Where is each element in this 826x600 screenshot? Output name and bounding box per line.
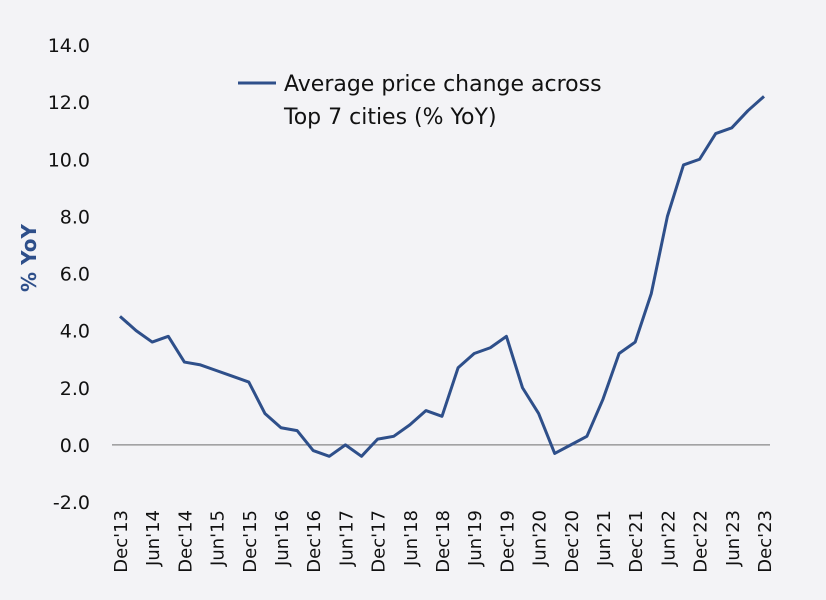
y-tick-label: 12.0: [48, 92, 90, 114]
y-tick-label: 8.0: [60, 206, 90, 228]
y-tick-label: 14.0: [48, 35, 90, 57]
x-tick-label: Dec'23: [755, 510, 776, 573]
x-tick-label: Dec'18: [433, 510, 454, 573]
x-tick-label: Dec'13: [111, 510, 132, 573]
x-tick-label: Jun'14: [143, 510, 164, 567]
y-tick-label: 6.0: [60, 264, 90, 286]
x-tick-label: Dec'15: [240, 510, 261, 573]
y-axis-ticks: 14.0 12.0 10.0 8.0 6.0 4.0 2.0 0.0 -2.0: [48, 35, 90, 514]
x-tick-label: Jun'18: [401, 510, 422, 567]
x-tick-label: Dec'19: [497, 510, 518, 573]
y-tick-label: 2.0: [60, 378, 90, 400]
x-tick-label: Jun'22: [658, 510, 679, 567]
y-axis-label: % YoY: [17, 224, 41, 292]
series-group: [119, 95, 765, 458]
x-tick-label: Dec'16: [304, 510, 325, 573]
x-tick-label: Jun'21: [594, 510, 615, 567]
x-tick-label: Jun'23: [723, 510, 744, 567]
x-tick-label: Jun'15: [208, 510, 229, 567]
y-tick-label: -2.0: [53, 492, 90, 514]
x-tick-label: Dec'20: [562, 510, 583, 573]
x-tick-label: Dec'21: [626, 510, 647, 573]
legend: Average price change across Top 7 cities…: [238, 72, 602, 130]
series-line: [119, 95, 765, 458]
y-tick-label: 10.0: [48, 149, 90, 171]
x-axis-ticks: Dec'13 Jun'14 Dec'14 Jun'15 Dec'15 Jun'16 Dec'…: [111, 510, 776, 573]
x-tick-label: Dec'17: [369, 510, 390, 573]
y-tick-label: 4.0: [60, 321, 90, 343]
x-tick-label: Dec'14: [175, 510, 196, 573]
x-tick-label: Jun'17: [336, 510, 357, 567]
y-tick-label: 0.0: [60, 435, 90, 457]
x-tick-label: Jun'20: [530, 510, 551, 567]
x-tick-label: Jun'16: [272, 510, 293, 567]
x-tick-label: Jun'19: [465, 510, 486, 567]
legend-label-line-2: Top 7 cities (% YoY): [283, 105, 497, 130]
legend-label-line-1: Average price change across: [284, 72, 602, 97]
x-tick-label: Dec'22: [691, 510, 712, 573]
